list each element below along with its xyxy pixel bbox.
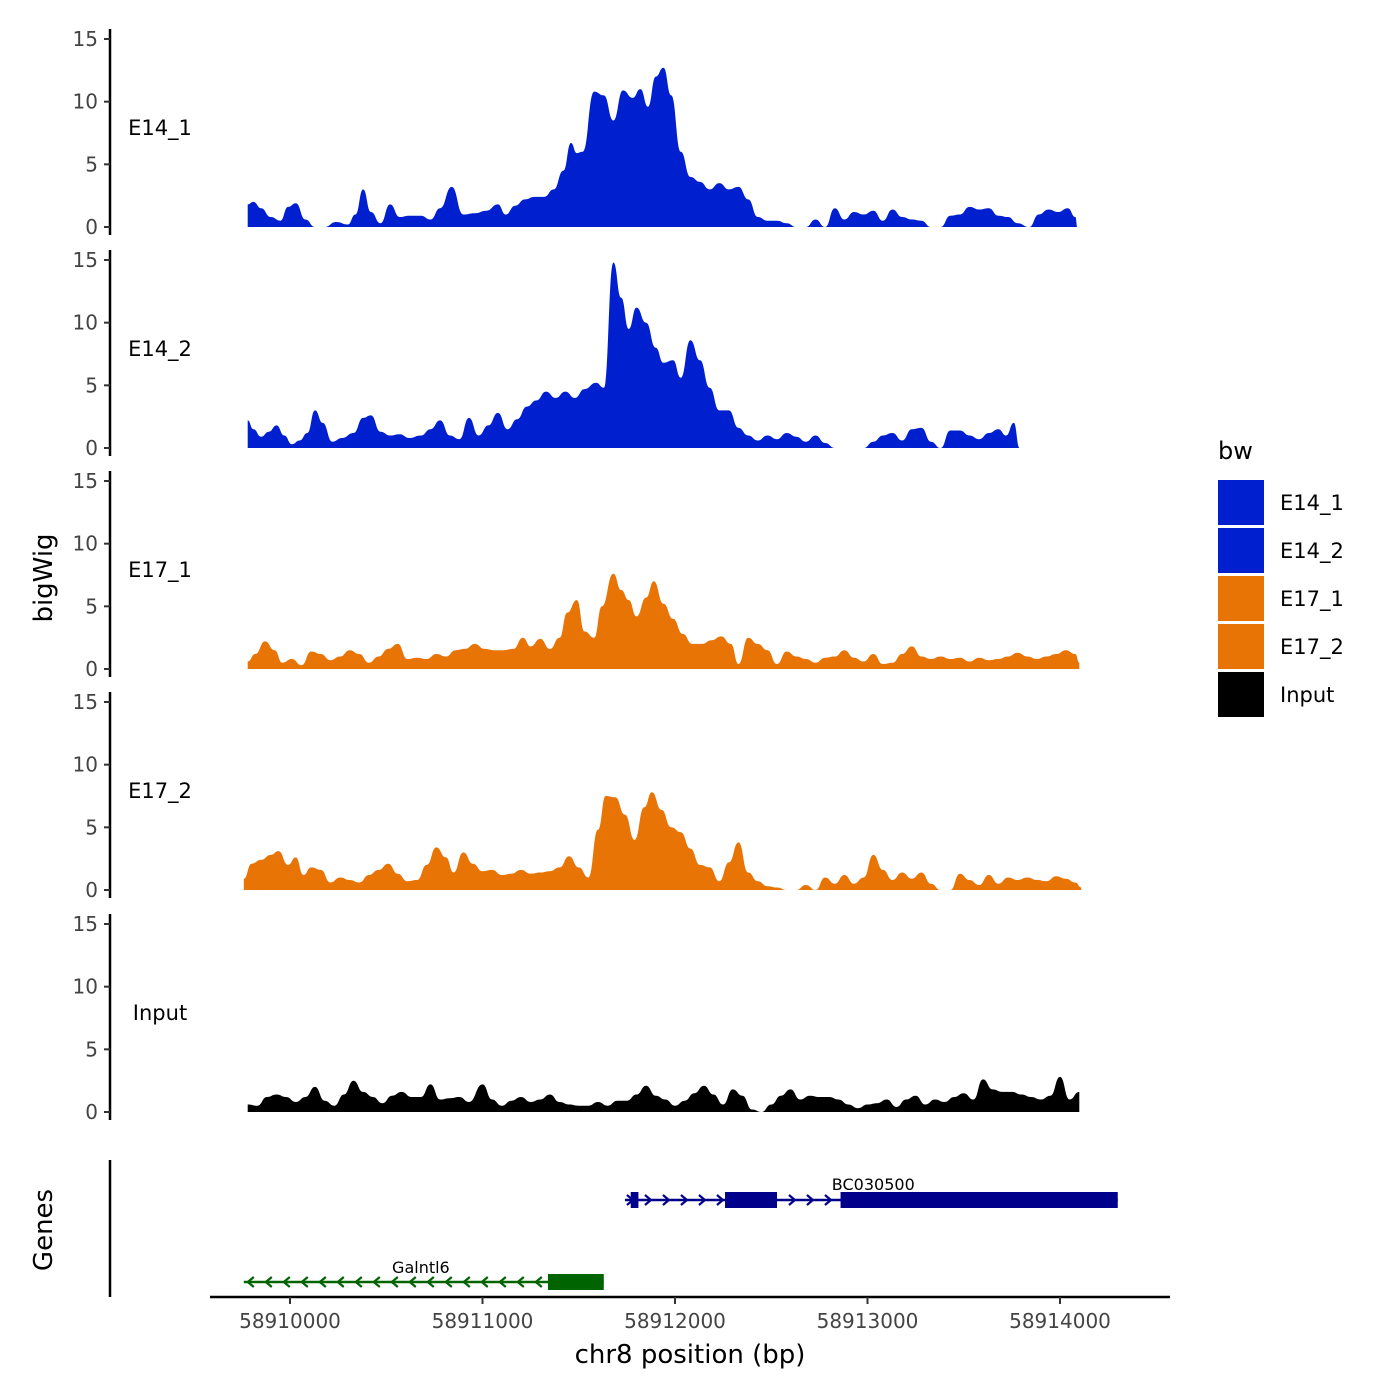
track-E17_1: 0 5 10 15 E17_1: [73, 469, 1080, 681]
strand-arrow-icon: [516, 1276, 525, 1288]
track-E17_2: 0 5 10 15 E17_2: [73, 690, 1082, 902]
track-E14_2: 0 5 10 15 E14_2: [73, 248, 1020, 460]
x-tick-label: 58912000: [624, 1309, 726, 1333]
y-tick-label: 15: [73, 690, 98, 714]
legend-swatch-E17_1: [1218, 576, 1264, 621]
gene-panel: BC030500 Galntl6: [108, 1160, 1118, 1297]
signal-area-E17_1: [247, 573, 1080, 669]
legend-swatch-E14_2: [1218, 528, 1264, 573]
strand-arrow-icon: [318, 1276, 327, 1288]
strand-arrow-icon: [534, 1276, 543, 1288]
track-E14_1: 0 5 10 15 E14_1: [73, 27, 1078, 239]
y-tick-label: 0: [85, 215, 98, 239]
track-label: Input: [133, 1001, 187, 1025]
x-tick-label: 58913000: [817, 1309, 919, 1333]
track-label: E14_2: [128, 337, 192, 362]
y-tick-label: 5: [85, 594, 98, 618]
strand-arrow-icon: [806, 1194, 815, 1206]
legend-label: E17_2: [1280, 635, 1344, 660]
legend-swatch-Input: [1218, 672, 1264, 717]
y-tick-label: 15: [73, 469, 98, 493]
legend-label: E14_1: [1280, 491, 1344, 516]
strand-arrow-icon: [372, 1276, 381, 1288]
y-tick-label: 10: [73, 975, 98, 999]
legend-label: E17_1: [1280, 587, 1344, 612]
genes-axis-label: Genes: [29, 1189, 59, 1271]
y-tick-label: 5: [85, 152, 98, 176]
signal-area-Input: [247, 1076, 1080, 1112]
y-tick-label: 15: [73, 912, 98, 936]
x-axis-label: chr8 position (bp): [575, 1340, 806, 1370]
y-tick-label: 15: [73, 27, 98, 51]
x-axis: 58910000 58911000 58912000 58913000 58914000: [210, 1295, 1170, 1333]
y-tick-label: 15: [73, 248, 98, 272]
signal-area-E14_2: [247, 262, 1020, 448]
track-Input: 0 5 10 15 Input: [73, 912, 1080, 1124]
strand-arrow-icon: [788, 1194, 797, 1206]
strand-arrow-icon: [716, 1194, 725, 1206]
track-label: E17_1: [128, 558, 192, 583]
strand-arrow-icon: [462, 1276, 471, 1288]
legend-swatch-E17_2: [1218, 624, 1264, 669]
strand-arrow-icon: [698, 1194, 707, 1206]
x-tick-label: 58911000: [432, 1309, 534, 1333]
strand-arrow-icon: [354, 1276, 363, 1288]
gene-exon: [725, 1192, 778, 1208]
strand-arrow-icon: [264, 1276, 273, 1288]
strand-arrow-icon: [644, 1194, 653, 1206]
gene-Galntl6: Galntl6: [243, 1258, 604, 1290]
gene-name-label: BC030500: [832, 1175, 915, 1194]
strand-arrow-icon: [498, 1276, 507, 1288]
y-tick-label: 10: [73, 90, 98, 114]
x-tick-label: 58914000: [1009, 1309, 1111, 1333]
strand-arrow-icon: [824, 1194, 833, 1206]
legend-label: Input: [1280, 683, 1334, 707]
strand-arrow-icon: [246, 1276, 255, 1288]
gene-BC030500: BC030500: [624, 1175, 1118, 1208]
strand-arrow-icon: [680, 1194, 689, 1206]
strand-arrow-icon: [426, 1276, 435, 1288]
legend-swatch-E14_1: [1218, 480, 1264, 525]
x-tick-label: 58910000: [239, 1309, 341, 1333]
legend: bw E14_1 E14_2 E17_1 E17_2 Input: [1218, 437, 1344, 717]
strand-arrow-icon: [336, 1276, 345, 1288]
gene-exon: [840, 1192, 1118, 1208]
y-tick-label: 0: [85, 657, 98, 681]
y-tick-label: 5: [85, 1037, 98, 1061]
y-tick-label: 5: [85, 815, 98, 839]
gene-exon: [630, 1192, 639, 1208]
y-tick-label: 10: [73, 311, 98, 335]
track-label: E17_2: [128, 779, 192, 804]
strand-arrow-icon: [300, 1276, 309, 1288]
y-tick-label: 5: [85, 373, 98, 397]
legend-title: bw: [1218, 437, 1253, 465]
track-label: E14_1: [128, 116, 192, 141]
gene-exon: [547, 1274, 604, 1290]
y-tick-label: 10: [73, 753, 98, 777]
y-tick-label: 10: [73, 532, 98, 556]
strand-arrow-icon: [480, 1276, 489, 1288]
signal-tracks: 0 5 10 15 E14_1 0 5 10 15 E14_2 0 5 10 15 E17_1 0 5 10 15 E…: [73, 27, 1082, 1124]
signal-area-E14_1: [247, 67, 1078, 227]
strand-arrow-icon: [444, 1276, 453, 1288]
strand-arrow-icon: [662, 1194, 671, 1206]
gene-name-label: Galntl6: [392, 1258, 450, 1277]
signal-area-E17_2: [243, 792, 1082, 890]
y-tick-label: 0: [85, 1100, 98, 1124]
strand-arrow-icon: [390, 1276, 399, 1288]
strand-arrow-icon: [408, 1276, 417, 1288]
strand-arrow-icon: [282, 1276, 291, 1288]
y-tick-label: 0: [85, 436, 98, 460]
legend-label: E14_2: [1280, 539, 1344, 564]
y-tick-label: 0: [85, 878, 98, 902]
y-axis-label: bigWig: [29, 533, 59, 622]
